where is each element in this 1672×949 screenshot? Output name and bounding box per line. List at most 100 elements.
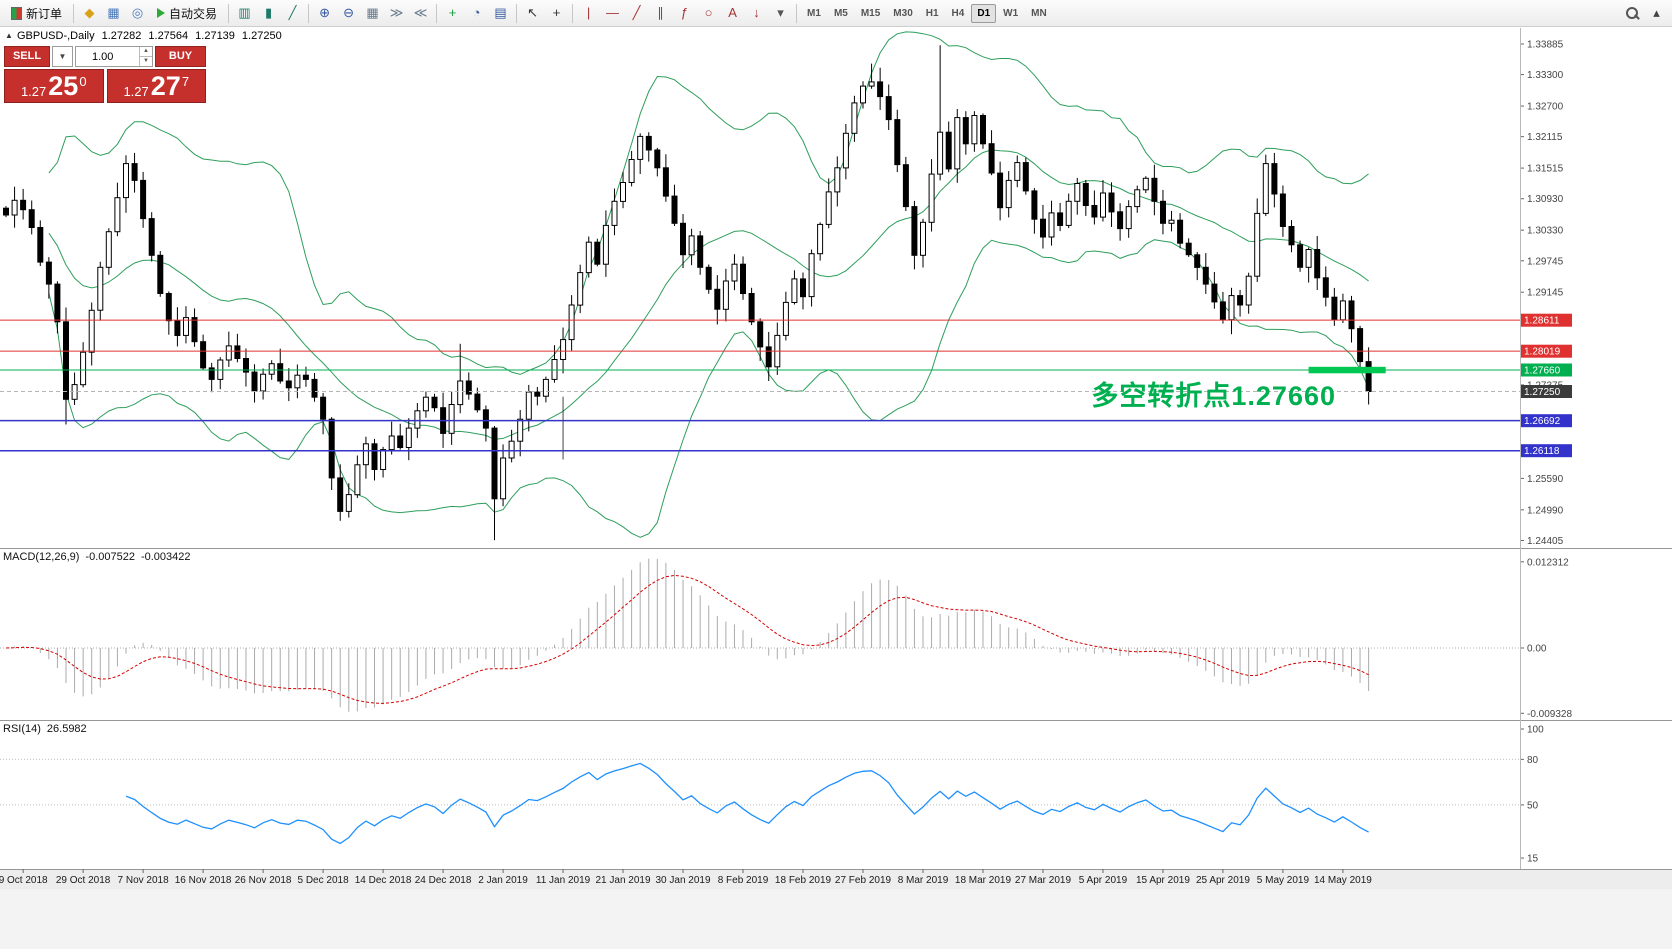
spinner-down-icon[interactable]: ▼	[143, 58, 149, 64]
horizontal-line-icon[interactable]: —	[606, 4, 620, 20]
volume-spinner[interactable]: ▲ ▼	[139, 47, 152, 66]
sell-price-pip: 0	[79, 74, 87, 89]
svg-text:18 Mar 2019: 18 Mar 2019	[955, 875, 1012, 886]
ohlc-high: 1.27564	[148, 30, 189, 42]
arrow-objects-icon[interactable]: ↓	[753, 4, 760, 20]
profiles-icon[interactable]: ◎	[131, 4, 144, 20]
new-order-icon	[11, 6, 22, 20]
svg-text:0.012312: 0.012312	[1527, 557, 1569, 568]
rsi-axis-labels: 100 80 50 15	[1520, 725, 1544, 865]
buy-price-button[interactable]: 1.27 27 7	[106, 69, 206, 103]
macd-name: MACD(12,26,9)	[3, 551, 80, 563]
timeframe-m15[interactable]: M15	[860, 7, 881, 19]
bollinger-bands	[48, 31, 1370, 538]
toolbar-separator	[516, 3, 518, 23]
svg-text:21 Jan 2019: 21 Jan 2019	[596, 875, 651, 886]
text-label-icon[interactable]: A	[728, 4, 737, 20]
buy-button[interactable]: BUY	[155, 46, 206, 67]
timeframe-w1[interactable]: W1	[1003, 7, 1019, 19]
chart-shift-icon[interactable]: ≪	[413, 4, 428, 20]
trendline-icon[interactable]: ╱	[632, 4, 641, 20]
svg-text:1.32115: 1.32115	[1527, 132, 1563, 143]
highlight-level-segment[interactable]	[1308, 366, 1386, 374]
zoom-in-icon[interactable]: ⊕	[319, 4, 330, 20]
svg-text:1.28611: 1.28611	[1524, 316, 1560, 327]
toolbar-separator	[436, 3, 438, 23]
svg-text:16 Nov 2018: 16 Nov 2018	[175, 875, 232, 886]
buy-price-big: 27	[150, 71, 181, 102]
channel-icon[interactable]: ∥	[657, 4, 664, 20]
level-price-labels: 1.28611 1.28019 1.27660 1.26692 1.26118 1.272…	[1520, 313, 1572, 457]
cursor-icon[interactable]: ↖	[527, 4, 538, 20]
open-chart-icon[interactable]: ▦	[107, 4, 120, 20]
fibonacci-icon[interactable]: ƒ	[680, 4, 689, 20]
timeframe-m1[interactable]: M1	[807, 7, 821, 19]
symbol-title: GBPUSD-,Daily	[17, 30, 95, 42]
autotrade-button[interactable]: 自动交易	[150, 3, 224, 24]
svg-text:1.26118: 1.26118	[1524, 446, 1560, 457]
sell-price-prefix: 1.27	[20, 84, 47, 100]
tile-windows-icon[interactable]: ▦	[366, 4, 379, 20]
timeframe-h1[interactable]: H1	[925, 7, 939, 19]
svg-text:15 Apr 2019: 15 Apr 2019	[1136, 875, 1190, 886]
date-axis-labels: 9 Oct 2018 29 Oct 2018 7 Nov 2018 16 Nov 20…	[0, 869, 1372, 886]
main-toolbar: 新订单 ◆ ▦ ◎ 自动交易 ▥ ▮ ╱ ⊕ ⊖ ▦ ≫ ≪ + ◔ ▤ ↖ + | — ╱ ∥ ƒ ○ A ↓ ▾ M1 M5 M15 M…	[0, 0, 1672, 27]
svg-text:27 Feb 2019: 27 Feb 2019	[835, 875, 892, 886]
symbol-ohlc-line: GBPUSD-,Daily 1.27282 1.27564 1.27139 1.2725…	[17, 30, 289, 42]
svg-text:1.25590: 1.25590	[1527, 474, 1564, 485]
svg-text:1.28019: 1.28019	[1524, 347, 1561, 358]
svg-text:1.32700: 1.32700	[1527, 102, 1564, 113]
svg-text:8 Mar 2019: 8 Mar 2019	[898, 875, 949, 886]
toolbar-separator	[228, 3, 230, 23]
rsi-indicator-label: RSI(14) 26.5982	[3, 723, 93, 735]
timeframe-mn[interactable]: MN	[1031, 7, 1047, 19]
annotation-text: 多空转折点1.27660	[1091, 381, 1336, 411]
svg-text:1.27660: 1.27660	[1524, 365, 1561, 376]
toolbar-separator	[73, 3, 75, 23]
auto-scroll-icon[interactable]: ≫	[389, 4, 404, 20]
sell-price-button[interactable]: 1.27 25 0	[4, 69, 104, 103]
timeframe-d1[interactable]: D1	[971, 3, 997, 23]
spinner-up-icon[interactable]: ▲	[140, 47, 152, 57]
svg-text:1.24405: 1.24405	[1527, 536, 1564, 547]
sell-button[interactable]: SELL	[4, 46, 50, 67]
mql5-market-icon[interactable]: ◆	[84, 4, 95, 20]
more-objects-icon[interactable]: ▾	[777, 4, 784, 20]
sell-price-big: 25	[48, 71, 79, 102]
zoom-out-icon[interactable]: ⊖	[343, 4, 354, 20]
volume-input[interactable]: 1.00 ▲ ▼	[75, 46, 153, 67]
crosshair-icon[interactable]: +	[552, 4, 561, 20]
svg-text:1.27250: 1.27250	[1524, 387, 1561, 398]
indicators-icon[interactable]: +	[448, 4, 457, 20]
macd-histogram	[14, 558, 1370, 712]
collapse-toolbar-icon[interactable]: ▴	[1653, 4, 1660, 20]
one-click-toggle-icon[interactable]: ▲	[5, 31, 13, 40]
volume-preset-dropdown[interactable]: ▼	[52, 46, 73, 67]
templates-icon[interactable]: ▤	[494, 4, 507, 20]
new-order-button[interactable]: 新订单	[4, 3, 69, 24]
svg-text:8 Feb 2019: 8 Feb 2019	[718, 875, 769, 886]
periods-icon[interactable]: ◔	[472, 4, 481, 20]
vertical-line-icon[interactable]: |	[586, 4, 591, 20]
candles-layer	[3, 45, 1372, 541]
toolbar-separator	[796, 3, 798, 23]
svg-text:25 Apr 2019: 25 Apr 2019	[1196, 875, 1250, 886]
date-axis-strip	[0, 869, 1672, 889]
svg-text:1.26692: 1.26692	[1524, 416, 1561, 427]
search-icon[interactable]	[1621, 3, 1644, 24]
svg-text:-0.009328: -0.009328	[1527, 709, 1572, 720]
bar-chart-icon[interactable]: ▥	[238, 4, 251, 20]
timeframe-m30[interactable]: M30	[893, 7, 913, 19]
line-chart-icon[interactable]: ╱	[288, 4, 297, 20]
svg-text:24 Dec 2018: 24 Dec 2018	[415, 875, 472, 886]
timeframe-m5[interactable]: M5	[833, 7, 848, 19]
timeframe-h4[interactable]: H4	[951, 7, 965, 19]
macd-signal-line	[5, 574, 1369, 704]
svg-text:11 Jan 2019: 11 Jan 2019	[536, 875, 591, 886]
svg-text:14 Dec 2018: 14 Dec 2018	[355, 875, 412, 886]
shapes-icon[interactable]: ○	[704, 4, 713, 20]
rsi-level-lines	[0, 758, 1520, 806]
svg-text:29 Oct 2018: 29 Oct 2018	[56, 875, 111, 886]
candlestick-chart-icon[interactable]: ▮	[264, 4, 273, 20]
